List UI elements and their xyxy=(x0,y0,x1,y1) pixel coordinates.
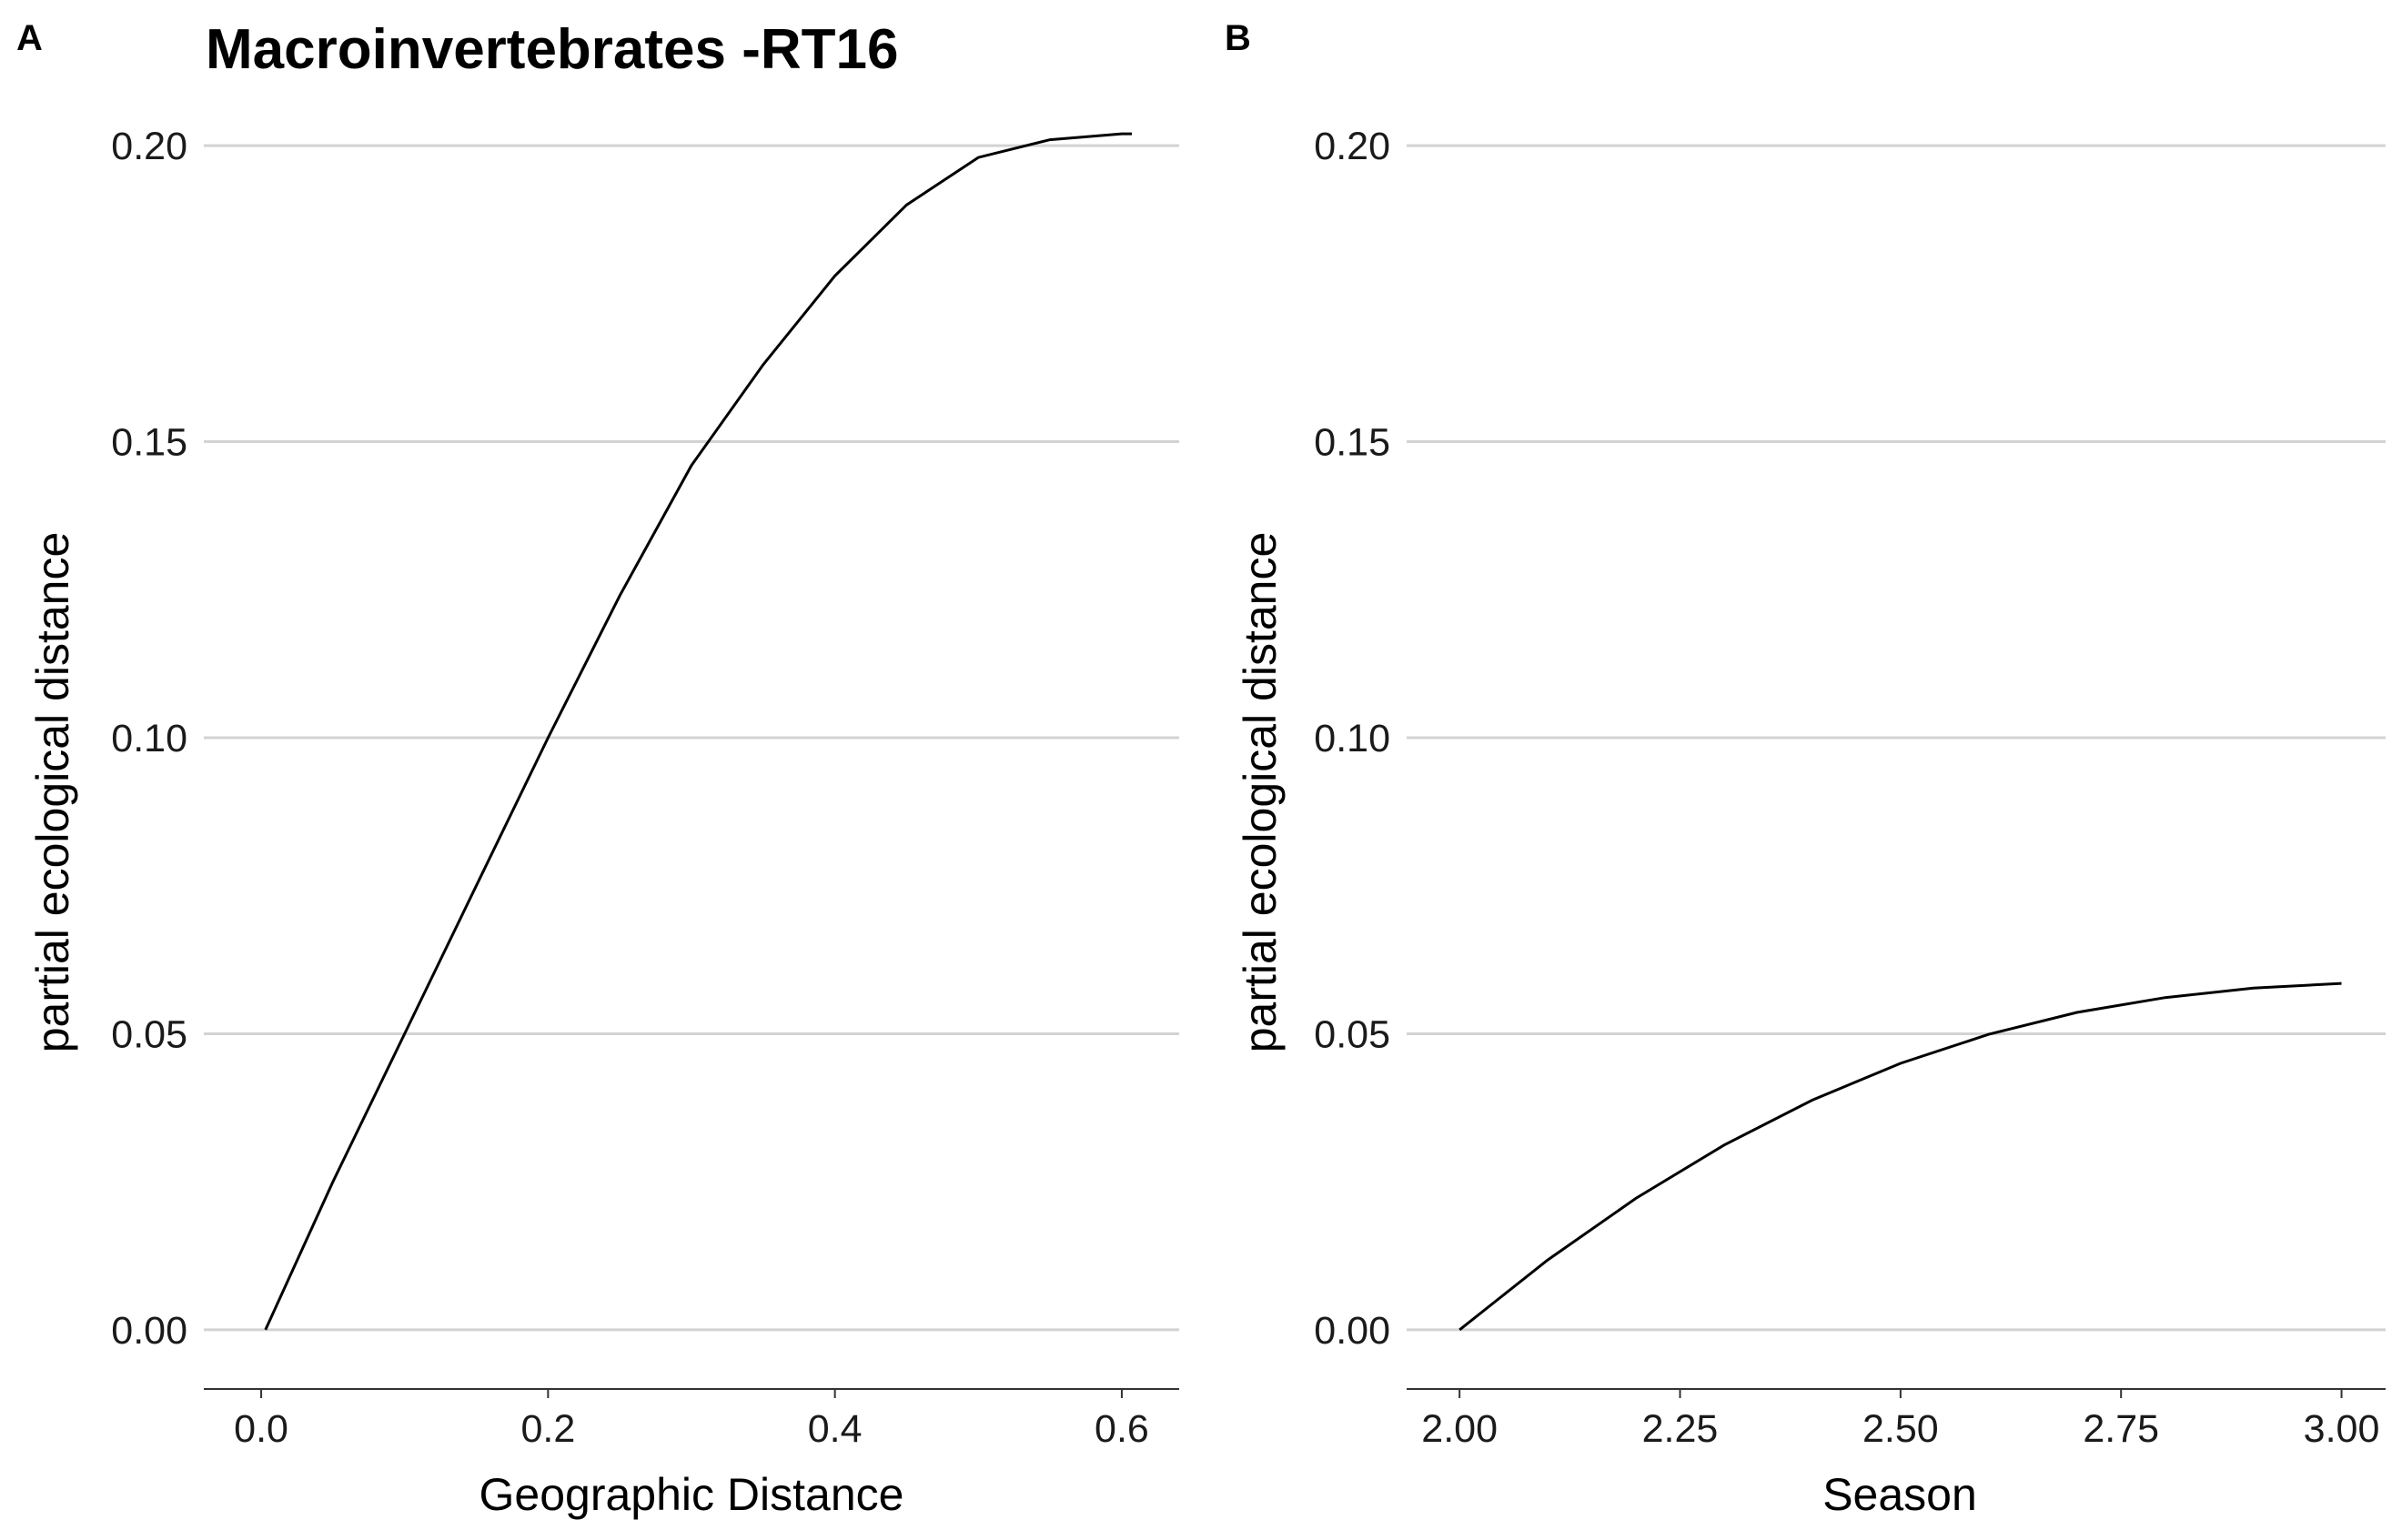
x-tick-label: 2.75 xyxy=(2083,1407,2159,1451)
x-tick-label: 0.6 xyxy=(1095,1407,1149,1451)
x-tick-label: 3.00 xyxy=(2304,1407,2380,1451)
x-tick-label: 0.2 xyxy=(520,1407,575,1451)
x-tick-label: 2.00 xyxy=(1421,1407,1498,1451)
panel-letter: A xyxy=(16,18,43,58)
series-line xyxy=(1458,981,2342,1332)
x-tick-label: 0.0 xyxy=(234,1407,288,1451)
x-tick-label: 2.25 xyxy=(1642,1407,1719,1451)
series-line xyxy=(264,132,1132,1331)
y-tick-label: 0.15 xyxy=(1314,421,1390,465)
y-tick-label: 0.05 xyxy=(1314,1012,1390,1056)
y-tick-label: 0.00 xyxy=(1314,1309,1390,1353)
y-tick-label: 0.05 xyxy=(111,1012,187,1056)
y-tick-label: 0.20 xyxy=(111,125,187,168)
y-tick-label: 0.10 xyxy=(1314,717,1390,760)
y-tick-label: 0.15 xyxy=(111,421,187,465)
x-tick-label: 0.4 xyxy=(808,1407,863,1451)
x-axis-label: Geographic Distance xyxy=(479,1469,904,1520)
panel-a: A Macroinvertebrates -RT16 0.00 0.05 0.10 0.1… xyxy=(16,18,1179,1520)
y-tick-label: 0.20 xyxy=(1314,125,1390,168)
panel-b: B 0.00 0.05 0.10 0.15 0.20 2.00 2.25 2.50 2.75 3.0… xyxy=(1225,18,2386,1520)
x-tick-label: 2.50 xyxy=(1862,1407,1939,1451)
y-axis-label: partial ecological distance xyxy=(27,532,78,1053)
y-tick-label: 0.10 xyxy=(111,717,187,760)
chart-title: Macroinvertebrates -RT16 xyxy=(206,18,899,81)
y-tick-label: 0.00 xyxy=(111,1309,187,1353)
x-axis-label: Season xyxy=(1822,1469,1977,1520)
panel-letter: B xyxy=(1225,18,1251,58)
y-axis-label: partial ecological distance xyxy=(1235,532,1286,1053)
